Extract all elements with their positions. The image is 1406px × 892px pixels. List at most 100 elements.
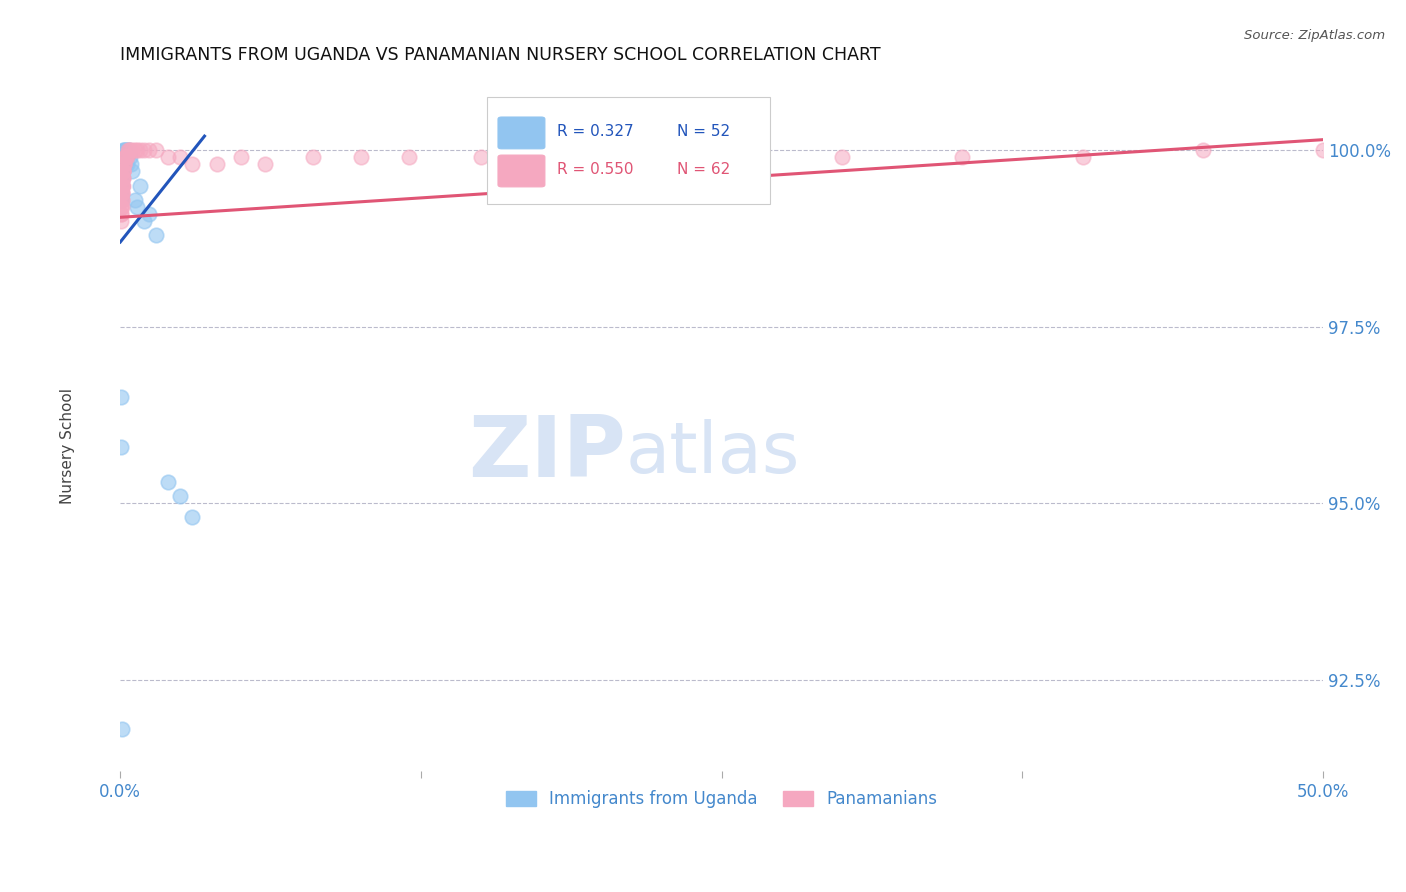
Point xyxy=(831,150,853,164)
Point xyxy=(110,186,132,200)
Point xyxy=(114,143,136,157)
Point xyxy=(110,440,132,454)
Point xyxy=(134,143,156,157)
Point xyxy=(110,214,132,228)
Point xyxy=(591,143,613,157)
FancyBboxPatch shape xyxy=(498,155,546,187)
Point xyxy=(205,157,228,171)
Point xyxy=(111,171,134,186)
Point xyxy=(114,150,136,164)
Point xyxy=(118,143,141,157)
Point xyxy=(111,186,134,200)
Point xyxy=(470,150,492,164)
Point xyxy=(110,200,132,214)
Point xyxy=(112,150,135,164)
Point xyxy=(111,171,134,186)
Point xyxy=(1071,150,1094,164)
Point xyxy=(124,193,146,207)
Point xyxy=(111,164,134,178)
Point xyxy=(112,164,135,178)
Text: R = 0.327: R = 0.327 xyxy=(557,124,634,139)
Point xyxy=(120,157,142,171)
Point xyxy=(110,171,132,186)
Point xyxy=(145,143,167,157)
Point xyxy=(1192,143,1215,157)
Point xyxy=(111,186,134,200)
Point xyxy=(253,157,276,171)
Point xyxy=(710,143,733,157)
Point xyxy=(110,186,132,200)
Point xyxy=(111,178,134,193)
Point xyxy=(110,200,132,214)
Point xyxy=(169,489,191,503)
Point xyxy=(110,193,132,207)
Point xyxy=(110,178,132,193)
Point xyxy=(110,390,132,404)
Point xyxy=(111,722,134,736)
Point xyxy=(110,164,132,178)
Point xyxy=(301,150,323,164)
Point xyxy=(121,143,143,157)
Text: Nursery School: Nursery School xyxy=(60,388,75,504)
Point xyxy=(111,157,134,171)
Point xyxy=(112,150,135,164)
Text: Source: ZipAtlas.com: Source: ZipAtlas.com xyxy=(1244,29,1385,42)
Point xyxy=(1312,143,1334,157)
Point xyxy=(111,178,134,193)
Point xyxy=(110,200,132,214)
Point xyxy=(111,171,134,186)
Point xyxy=(398,150,420,164)
Point xyxy=(110,171,132,186)
Point xyxy=(157,150,180,164)
Point xyxy=(112,164,135,178)
Point xyxy=(110,178,132,193)
Point xyxy=(181,157,204,171)
Point xyxy=(111,157,134,171)
Legend: Immigrants from Uganda, Panamanians: Immigrants from Uganda, Panamanians xyxy=(499,783,943,815)
Point xyxy=(145,227,167,242)
Point xyxy=(127,200,149,214)
Point xyxy=(112,150,135,164)
Point xyxy=(112,143,135,157)
FancyBboxPatch shape xyxy=(498,117,546,149)
Point xyxy=(124,143,146,157)
Point xyxy=(134,214,156,228)
Point xyxy=(112,157,135,171)
Point xyxy=(112,164,135,178)
Point xyxy=(111,164,134,178)
Point xyxy=(128,178,150,193)
Point xyxy=(229,150,252,164)
Point xyxy=(111,157,134,171)
FancyBboxPatch shape xyxy=(486,97,770,204)
Point xyxy=(110,178,132,193)
Point xyxy=(111,164,134,178)
Point xyxy=(111,164,134,178)
Text: atlas: atlas xyxy=(626,418,800,488)
Point xyxy=(115,143,138,157)
Text: N = 62: N = 62 xyxy=(678,162,731,178)
Point xyxy=(118,143,141,157)
Point xyxy=(543,150,565,164)
Point xyxy=(118,150,141,164)
Point xyxy=(138,207,160,221)
Point xyxy=(117,143,139,157)
Text: R = 0.550: R = 0.550 xyxy=(557,162,634,178)
Point xyxy=(157,475,180,489)
Point xyxy=(114,150,136,164)
Point xyxy=(128,143,150,157)
Text: IMMIGRANTS FROM UGANDA VS PANAMANIAN NURSERY SCHOOL CORRELATION CHART: IMMIGRANTS FROM UGANDA VS PANAMANIAN NUR… xyxy=(121,46,882,64)
Point xyxy=(111,186,134,200)
Point xyxy=(111,193,134,207)
Point xyxy=(112,157,135,171)
Text: N = 52: N = 52 xyxy=(678,124,730,139)
Point xyxy=(110,193,132,207)
Point xyxy=(115,150,138,164)
Point xyxy=(110,178,132,193)
Point xyxy=(121,164,143,178)
Point xyxy=(110,193,132,207)
Point xyxy=(111,171,134,186)
Point xyxy=(111,150,134,164)
Point xyxy=(110,164,132,178)
Point xyxy=(112,171,135,186)
Point xyxy=(114,150,136,164)
